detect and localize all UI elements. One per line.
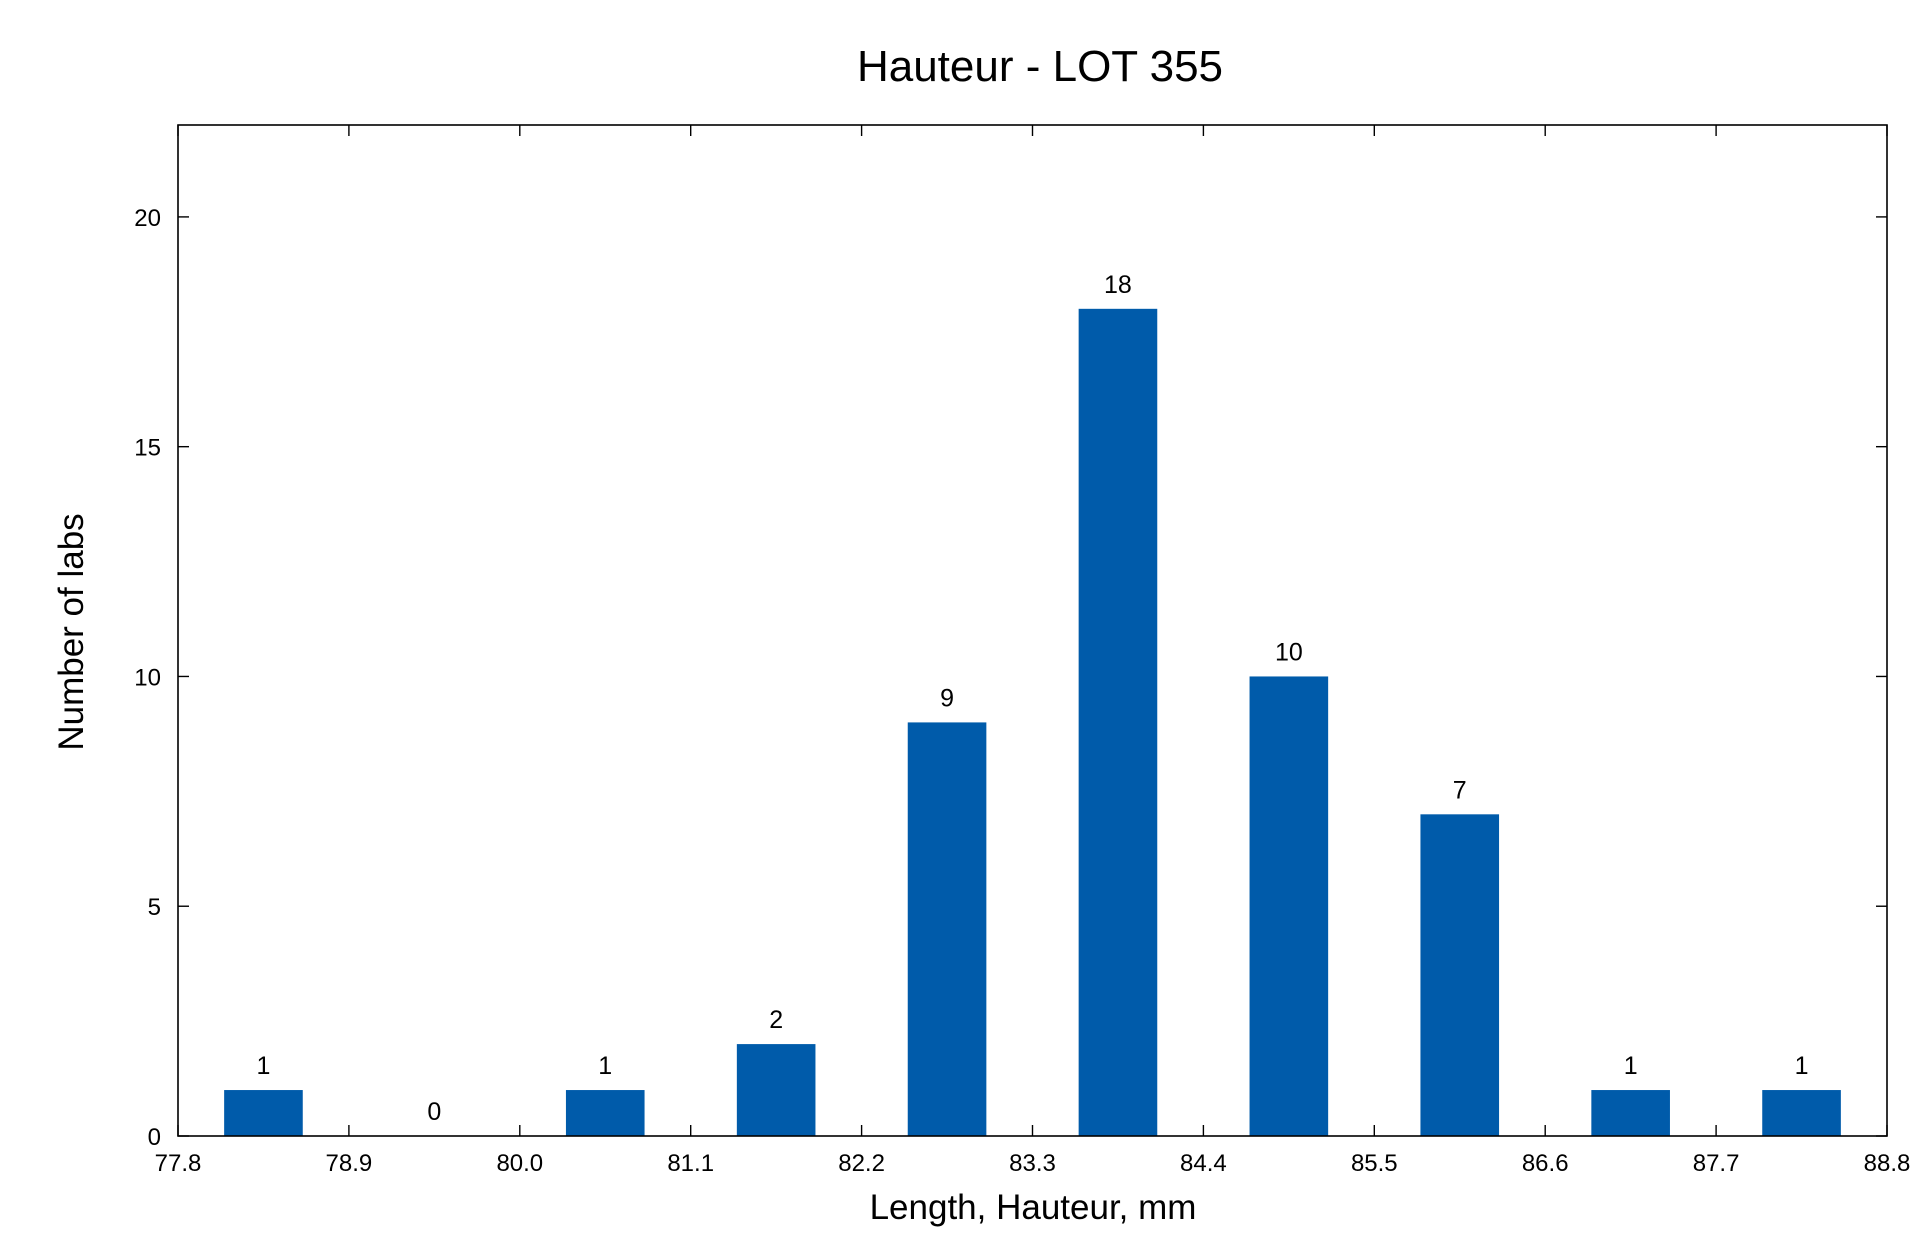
- plot-frame: [177, 124, 1888, 1137]
- x-tick-label: 78.9: [326, 1150, 373, 1177]
- histogram-bar: [1591, 1090, 1670, 1136]
- x-axis-label: Length, Hauteur, mm: [870, 1188, 1197, 1227]
- histogram-bar: [1249, 676, 1329, 1136]
- y-tick-label: 20: [134, 205, 161, 232]
- bar-value-label: 2: [769, 1006, 783, 1034]
- y-tick-label: 10: [134, 664, 161, 691]
- bar-value-label: 7: [1453, 776, 1467, 804]
- histogram-bar: [736, 1044, 816, 1136]
- histogram-bar: [1078, 308, 1158, 1136]
- x-tick-label: 86.6: [1522, 1150, 1569, 1177]
- x-tick-label: 87.7: [1693, 1150, 1740, 1177]
- bar-value-label: 0: [427, 1098, 441, 1126]
- x-tick-label: 77.8: [155, 1150, 202, 1177]
- bar-value-label: 1: [1624, 1052, 1638, 1080]
- histogram-bar: [1420, 814, 1500, 1136]
- y-tick-label: 5: [148, 894, 161, 921]
- y-tick-label: 0: [148, 1124, 161, 1151]
- y-axis-label: Number of labs: [52, 513, 91, 750]
- x-tick-label: 84.4: [1180, 1150, 1227, 1177]
- bar-value-label: 1: [598, 1052, 612, 1080]
- x-tick-label: 81.1: [667, 1150, 714, 1177]
- x-tick-label: 88.8: [1864, 1150, 1911, 1177]
- bar-value-label: 9: [940, 684, 954, 712]
- histogram-bar: [224, 1090, 303, 1136]
- x-tick-label: 85.5: [1351, 1150, 1398, 1177]
- bar-value-label: 10: [1275, 638, 1303, 666]
- bar-value-label: 1: [1795, 1052, 1809, 1080]
- histogram-bar: [1762, 1090, 1841, 1136]
- bar-value-label: 1: [256, 1052, 270, 1080]
- x-tick-label: 80.0: [496, 1150, 543, 1177]
- x-tick-label: 83.3: [1009, 1150, 1056, 1177]
- chart-title: Hauteur - LOT 355: [857, 42, 1223, 91]
- histogram-bar: [907, 722, 987, 1136]
- y-tick-label: 15: [134, 435, 161, 462]
- histogram-bar: [565, 1090, 645, 1136]
- bar-value-label: 18: [1104, 271, 1132, 299]
- x-tick-label: 82.2: [838, 1150, 885, 1177]
